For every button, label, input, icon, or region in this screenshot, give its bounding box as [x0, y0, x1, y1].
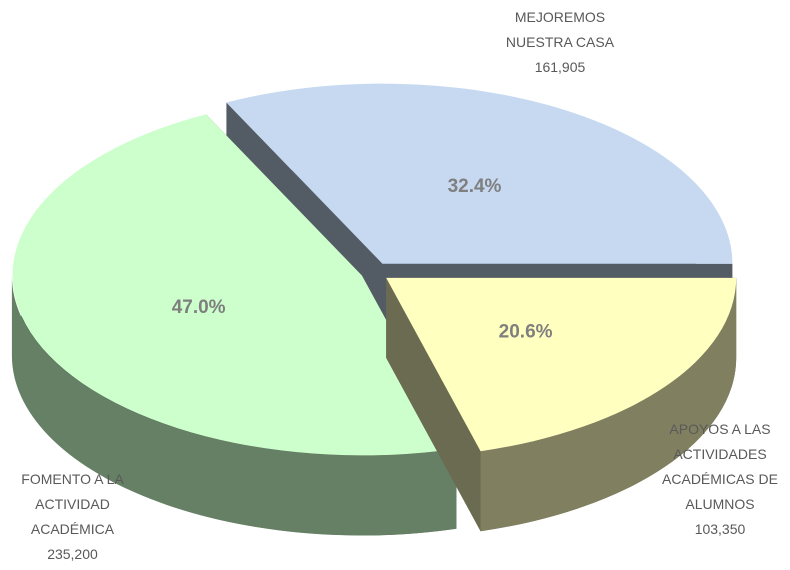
slice-wall [386, 277, 481, 532]
value-label: 161,905 [534, 59, 586, 75]
slice [226, 83, 733, 264]
slice-side [11, 275, 457, 536]
category-label: MEJOREMOS NUESTRA CASA [505, 9, 615, 50]
slice [386, 277, 737, 452]
data-label: FOMENTO A LA ACTIVIDAD ACADÉMICA 235,200 [5, 467, 140, 567]
data-label: APOYOS A LAS ACTIVIDADES ACADÉMICAS DE A… [645, 417, 790, 542]
percent-label: 32.4% [448, 176, 502, 197]
category-label: APOYOS A LAS ACTIVIDADES ACADÉMICAS DE A… [662, 421, 778, 512]
slice-side [480, 277, 737, 532]
data-label: MEJOREMOS NUESTRA CASA 161,905 [480, 5, 640, 80]
slice [12, 114, 457, 456]
category-label: FOMENTO A LA ACTIVIDAD ACADÉMICA [21, 471, 124, 537]
value-label: 235,200 [47, 546, 98, 562]
percent-label: 20.6% [499, 321, 553, 342]
value-label: 103,350 [694, 521, 746, 537]
percent-label: 47.0% [172, 297, 226, 318]
